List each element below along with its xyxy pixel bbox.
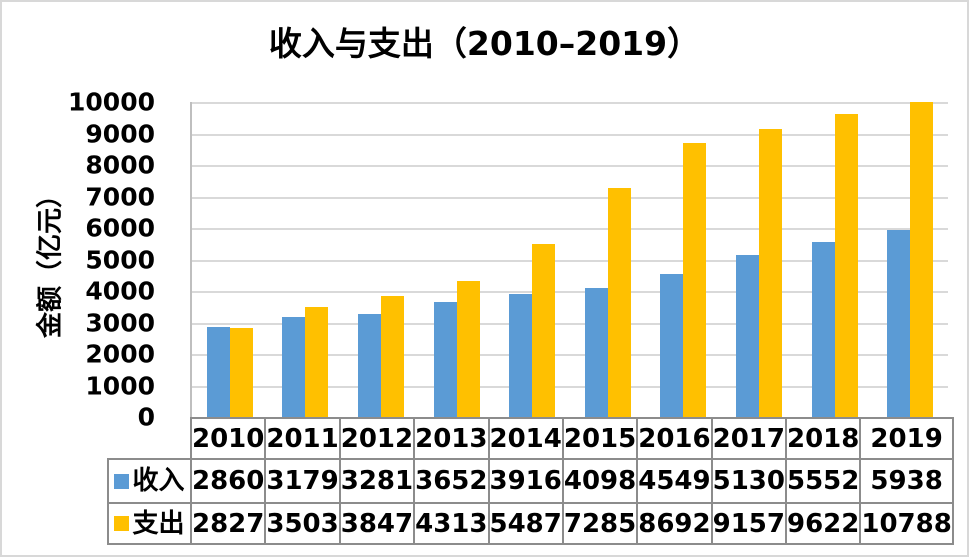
value-cell-expense-2011: 3503 bbox=[264, 502, 339, 545]
y-tick-label: 9000 bbox=[85, 119, 155, 148]
bar-expense-2014 bbox=[532, 244, 556, 417]
plot-area bbox=[190, 102, 948, 417]
bar-expense-2019 bbox=[910, 102, 934, 417]
value-cell-expense-2019: 10788 bbox=[859, 502, 954, 545]
value-cell-income-2011: 3179 bbox=[264, 458, 339, 502]
bar-income-2019 bbox=[887, 230, 911, 417]
bar-income-2010 bbox=[206, 326, 230, 417]
bar-income-2015 bbox=[584, 287, 608, 417]
value-cell-expense-2015: 7285 bbox=[561, 502, 637, 545]
gridline bbox=[192, 228, 948, 230]
value-cell-income-2016: 4549 bbox=[636, 458, 711, 502]
y-tick-label: 5000 bbox=[85, 245, 155, 274]
gridline bbox=[192, 133, 948, 136]
bar-income-2012 bbox=[358, 313, 381, 417]
chart-title: 收入与支出（2010–2019） bbox=[268, 24, 701, 63]
value-cell-income-2014: 3916 bbox=[487, 458, 562, 502]
value-cell-income-2012: 3281 bbox=[338, 458, 414, 502]
x-tick-year-cell: 2014 bbox=[487, 417, 562, 458]
bar-income-2017 bbox=[736, 255, 759, 417]
legend-cell-income: 收入 bbox=[107, 458, 190, 502]
y-tick-label: 4000 bbox=[85, 276, 155, 306]
gridline bbox=[192, 354, 948, 356]
y-tick-label: 10000 bbox=[68, 87, 155, 117]
x-tick-year-cell: 2016 bbox=[636, 417, 711, 458]
x-tick-year-cell: 2015 bbox=[561, 417, 637, 458]
bar-expense-2018 bbox=[834, 113, 858, 417]
bar-expense-2016 bbox=[683, 143, 707, 417]
x-tick-year-cell: 2011 bbox=[264, 417, 339, 458]
x-tick-year-cell: 2019 bbox=[859, 417, 954, 458]
value-cell-income-2013: 3652 bbox=[413, 458, 488, 502]
bar-expense-2015 bbox=[607, 187, 631, 417]
value-cell-income-2010: 2860 bbox=[190, 458, 265, 502]
bar-income-2016 bbox=[660, 273, 684, 417]
value-cell-expense-2012: 3847 bbox=[338, 502, 414, 545]
bar-income-2011 bbox=[282, 316, 306, 417]
bar-expense-2017 bbox=[759, 128, 782, 417]
gridline bbox=[192, 322, 948, 325]
x-tick-year-cell: 2012 bbox=[338, 417, 414, 458]
gridline bbox=[192, 165, 948, 167]
y-tick-label: 6000 bbox=[85, 213, 155, 243]
bar-income-2013 bbox=[433, 302, 457, 417]
bar-expense-2013 bbox=[456, 281, 480, 417]
y-axis-ticks: 0 1000 2000 3000 4000 5000 6000 7000 8000 9000 100… bbox=[2, 90, 155, 430]
y-tick-label: 1000 bbox=[85, 371, 155, 400]
y-tick-label: 3000 bbox=[85, 308, 155, 337]
value-cell-income-2019: 5938 bbox=[859, 458, 954, 502]
table-spacer-cell bbox=[107, 417, 190, 458]
x-tick-year-cell: 2017 bbox=[710, 417, 785, 458]
bar-expense-2011 bbox=[305, 306, 329, 417]
gridline bbox=[192, 385, 948, 388]
data-table: 2010 2011 2012 2013 2014 2015 2016 2017 2018 2019… bbox=[107, 417, 954, 545]
bar-expense-2010 bbox=[229, 327, 253, 417]
bar-expense-2012 bbox=[381, 295, 404, 417]
bar-income-2018 bbox=[811, 242, 835, 417]
y-tick-label: 7000 bbox=[85, 182, 155, 211]
x-tick-year-cell: 2010 bbox=[190, 417, 265, 458]
gridline bbox=[192, 102, 948, 104]
gridline bbox=[192, 196, 948, 199]
value-cell-income-2017: 5130 bbox=[710, 458, 785, 502]
value-cell-income-2015: 4098 bbox=[561, 458, 637, 502]
legend-swatch-expense bbox=[114, 516, 130, 531]
gridline bbox=[192, 259, 948, 262]
legend-cell-expense: 支出 bbox=[107, 502, 190, 545]
gridline bbox=[192, 291, 948, 293]
value-cell-expense-2016: 8692 bbox=[636, 502, 711, 545]
y-tick-label: 8000 bbox=[85, 150, 155, 180]
x-tick-year-cell: 2018 bbox=[785, 417, 860, 458]
value-cell-expense-2013: 4313 bbox=[413, 502, 488, 545]
x-tick-year-cell: 2013 bbox=[413, 417, 488, 458]
value-cell-expense-2010: 2827 bbox=[190, 502, 265, 545]
value-cell-expense-2017: 9157 bbox=[710, 502, 785, 545]
y-tick-label: 0 bbox=[137, 402, 155, 432]
y-tick-label: 2000 bbox=[85, 339, 155, 369]
value-cell-expense-2018: 9622 bbox=[785, 502, 860, 545]
bar-income-2014 bbox=[509, 293, 533, 417]
legend-swatch-income bbox=[114, 473, 130, 489]
legend-label-income: 收入 bbox=[132, 466, 185, 496]
value-cell-expense-2014: 5487 bbox=[487, 502, 562, 545]
value-cell-income-2018: 5552 bbox=[785, 458, 860, 502]
legend-label-expense: 支出 bbox=[132, 508, 185, 539]
